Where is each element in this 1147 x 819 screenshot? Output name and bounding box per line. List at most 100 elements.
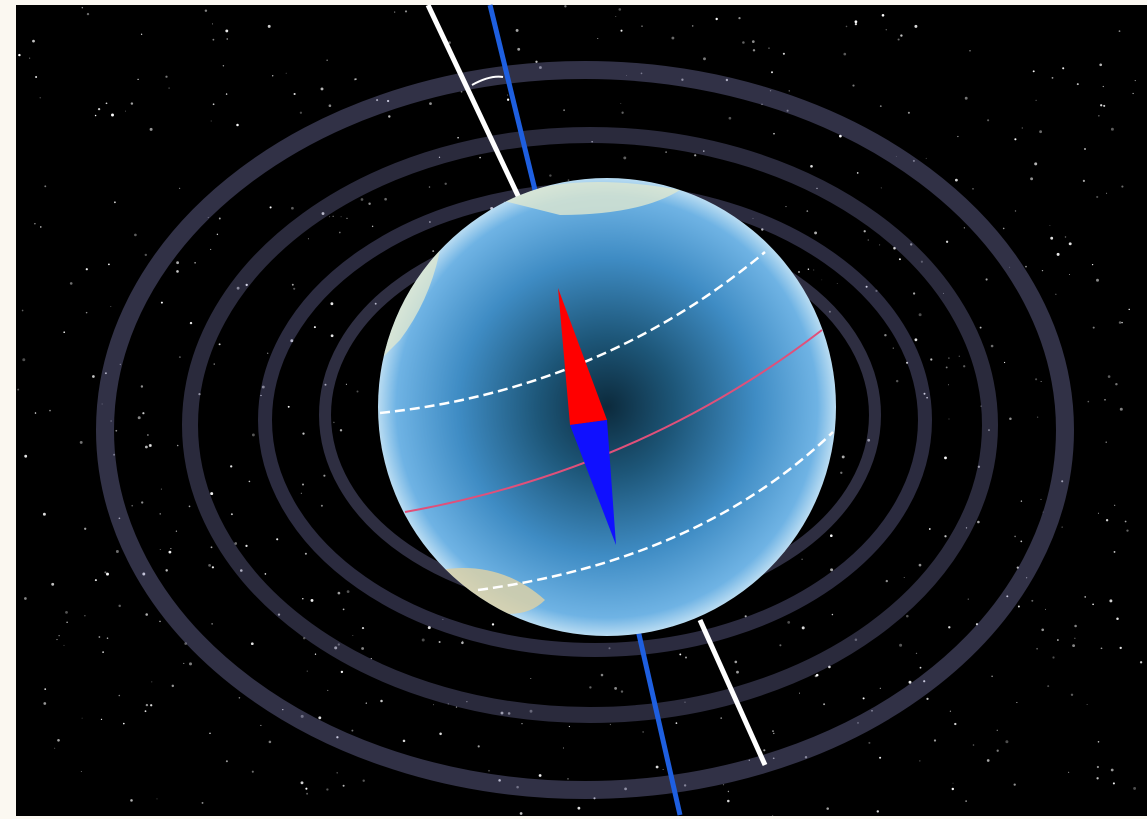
star [772,815,774,817]
star [854,20,858,24]
star [996,729,998,731]
star [198,392,201,396]
star [681,78,684,81]
star [928,528,931,530]
star [34,222,36,225]
star [156,798,158,800]
star [1105,441,1107,443]
star [466,701,468,703]
star [18,53,21,57]
star [907,111,910,114]
star [97,107,101,111]
star [1114,504,1116,506]
star [264,573,267,575]
star [306,792,309,795]
star [98,636,101,638]
star [1006,595,1009,598]
star [328,104,332,107]
star [728,116,732,120]
star [949,710,952,712]
star [996,749,999,752]
star [1118,321,1122,324]
star [302,598,304,600]
star [104,571,107,574]
star [380,699,383,703]
star [140,385,144,388]
star [1036,416,1039,418]
star [675,722,678,724]
star [84,615,86,617]
star [948,357,950,359]
star [124,110,127,112]
star [591,141,593,143]
star [277,613,281,616]
land [380,250,440,360]
star [211,623,213,625]
star [178,187,181,190]
star [1126,529,1129,532]
star [773,132,775,135]
star [159,549,161,550]
star [1061,480,1064,483]
star [334,646,338,650]
star [987,119,990,122]
star [951,787,955,791]
star [609,723,612,726]
star [336,772,338,774]
star [549,174,552,177]
star [346,217,348,220]
star [1021,127,1023,129]
star [40,226,42,228]
star [752,49,756,52]
star [787,621,791,624]
star [360,198,364,201]
star [562,747,564,749]
star [703,57,706,61]
star [1014,535,1016,538]
star [1040,498,1042,500]
star [958,355,960,357]
star [830,568,834,572]
star [429,102,432,105]
star [194,261,196,264]
star [371,225,374,228]
star [694,154,697,157]
star [977,465,981,468]
star [1020,540,1023,543]
star [1052,656,1055,659]
star [240,569,243,572]
star [1091,263,1094,266]
star [1087,400,1090,403]
star [862,697,865,700]
star [22,358,26,362]
star [881,14,885,17]
star [530,678,532,679]
rotation-axis [697,618,768,767]
star [189,321,193,325]
star [137,78,139,81]
star [1034,162,1038,166]
star [807,268,810,271]
star [1050,236,1054,240]
magnetic-axis [487,4,538,191]
star [160,301,163,304]
star [957,135,959,138]
star [333,421,335,424]
star [92,375,95,378]
star [769,90,772,92]
star [210,120,212,122]
star [884,333,887,337]
star [171,684,175,688]
star [165,569,168,572]
star [80,771,82,773]
star [160,488,162,490]
star [85,311,88,314]
star [506,98,510,101]
star [338,231,341,234]
star [969,49,971,52]
star [35,76,38,78]
star [230,465,233,468]
star [226,38,228,40]
star [910,243,913,246]
star [1096,195,1099,199]
